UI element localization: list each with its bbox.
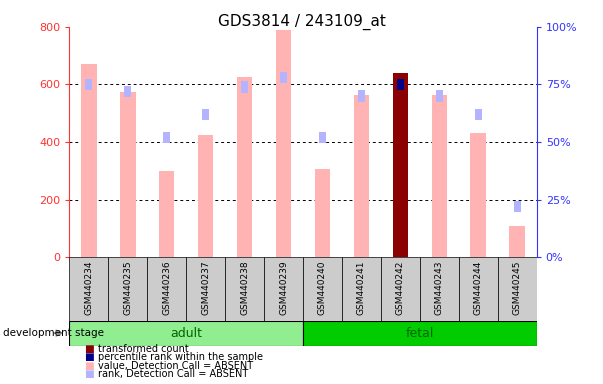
Bar <box>397 79 404 90</box>
Text: percentile rank within the sample: percentile rank within the sample <box>98 352 263 362</box>
Bar <box>510 226 525 257</box>
Bar <box>147 257 186 321</box>
Bar <box>241 81 248 93</box>
Text: GSM440243: GSM440243 <box>435 260 444 315</box>
Bar <box>436 90 443 102</box>
Text: GSM440234: GSM440234 <box>84 260 93 315</box>
Bar <box>124 86 131 97</box>
Text: GSM440235: GSM440235 <box>123 260 132 315</box>
Text: ■: ■ <box>84 369 94 379</box>
Bar <box>81 64 96 257</box>
Bar <box>276 30 291 257</box>
Text: ■: ■ <box>84 352 94 362</box>
Bar <box>353 94 369 257</box>
Bar <box>303 257 342 321</box>
Text: GSM440237: GSM440237 <box>201 260 210 315</box>
Bar <box>69 321 303 346</box>
Text: value, Detection Call = ABSENT: value, Detection Call = ABSENT <box>98 361 253 371</box>
Bar <box>159 171 174 257</box>
Bar <box>432 94 447 257</box>
Bar <box>497 257 537 321</box>
Bar <box>319 132 326 143</box>
Text: GSM440242: GSM440242 <box>396 260 405 315</box>
Bar <box>186 257 225 321</box>
Bar <box>342 257 381 321</box>
Text: ■: ■ <box>84 344 94 354</box>
Bar <box>280 72 287 83</box>
Text: ■: ■ <box>84 361 94 371</box>
Bar <box>202 109 209 120</box>
Text: fetal: fetal <box>406 327 434 339</box>
Text: GSM440241: GSM440241 <box>357 260 366 315</box>
Bar <box>315 169 330 257</box>
Bar <box>303 321 537 346</box>
Bar <box>470 134 486 257</box>
Text: GSM440239: GSM440239 <box>279 260 288 315</box>
Text: development stage: development stage <box>3 328 104 338</box>
Bar <box>109 257 147 321</box>
Bar <box>163 132 170 143</box>
Bar <box>264 257 303 321</box>
Bar <box>198 135 213 257</box>
Bar <box>393 73 408 257</box>
Bar <box>225 257 264 321</box>
Bar <box>459 257 497 321</box>
Text: GSM440244: GSM440244 <box>474 260 483 315</box>
Bar <box>237 77 253 257</box>
Text: GSM440236: GSM440236 <box>162 260 171 315</box>
Text: rank, Detection Call = ABSENT: rank, Detection Call = ABSENT <box>98 369 248 379</box>
Bar <box>85 79 92 90</box>
Text: GDS3814 / 243109_at: GDS3814 / 243109_at <box>218 13 385 30</box>
Text: GSM440238: GSM440238 <box>240 260 249 315</box>
Bar <box>475 109 482 120</box>
Bar <box>69 257 109 321</box>
Bar <box>514 201 521 212</box>
Text: adult: adult <box>170 327 202 339</box>
Text: GSM440240: GSM440240 <box>318 260 327 315</box>
Text: transformed count: transformed count <box>98 344 188 354</box>
Bar <box>358 90 365 102</box>
Bar <box>381 257 420 321</box>
Bar <box>120 92 136 257</box>
Text: GSM440245: GSM440245 <box>513 260 522 315</box>
Bar <box>420 257 459 321</box>
